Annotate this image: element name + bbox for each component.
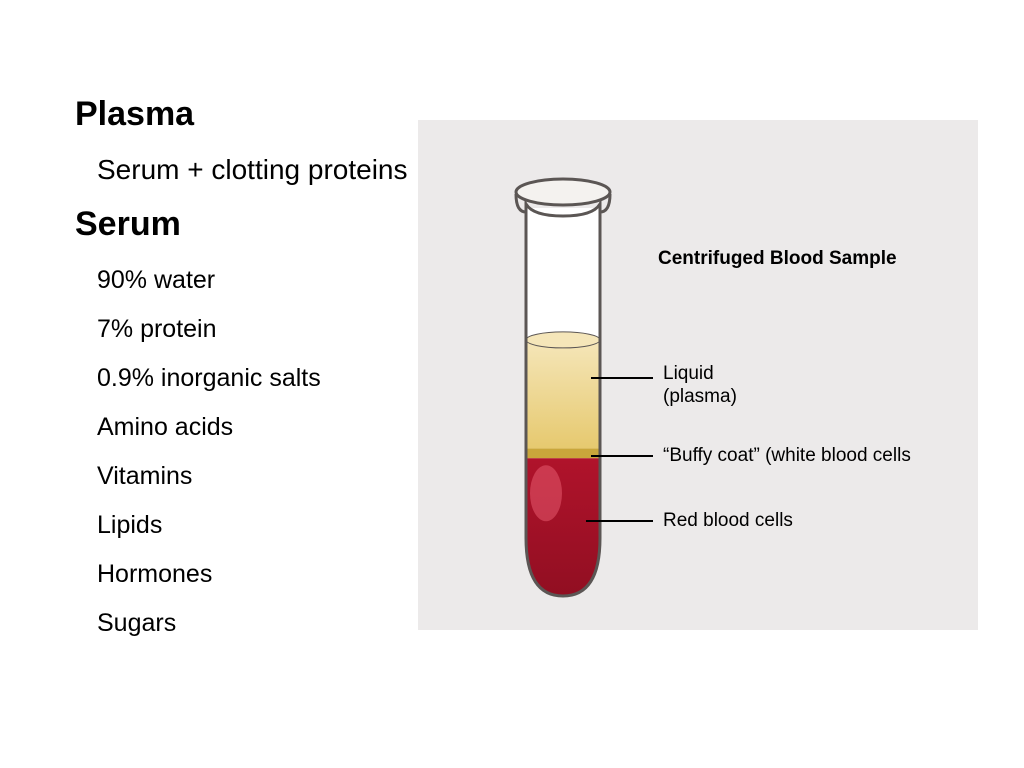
heading-plasma: Plasma (75, 95, 415, 134)
list-item: 90% water (97, 266, 415, 295)
test-tube-icon (478, 168, 648, 608)
plasma-layer (518, 340, 618, 449)
figure-title: Centrifuged Blood Sample (658, 248, 897, 270)
label-rbc: Red blood cells (663, 510, 793, 533)
slide: Plasma Serum + clotting proteins Serum 9… (0, 0, 1024, 768)
text-column: Plasma Serum + clotting proteins Serum 9… (75, 95, 415, 658)
heading-serum: Serum (75, 205, 415, 244)
serum-bullets: 90% water 7% protein 0.9% inorganic salt… (97, 266, 415, 638)
leader-line-rbc (586, 520, 653, 522)
plasma-surface (526, 332, 600, 348)
leader-line-buffy (591, 455, 653, 457)
list-item: Vitamins (97, 462, 415, 491)
label-plasma: Liquid (plasma) (663, 363, 737, 409)
list-item: Hormones (97, 560, 415, 589)
tube-lip-top (516, 179, 610, 205)
list-item: Amino acids (97, 413, 415, 442)
list-item: Sugars (97, 609, 415, 638)
rbc-highlight (530, 465, 562, 521)
leader-line-plasma (591, 377, 653, 379)
label-buffy: “Buffy coat” (white blood cells (663, 445, 911, 468)
list-item: 7% protein (97, 315, 415, 344)
list-item: Lipids (97, 511, 415, 540)
figure-panel: Centrifuged Blood Sample (418, 120, 978, 630)
plasma-description: Serum + clotting proteins (97, 152, 415, 187)
list-item: 0.9% inorganic salts (97, 364, 415, 393)
